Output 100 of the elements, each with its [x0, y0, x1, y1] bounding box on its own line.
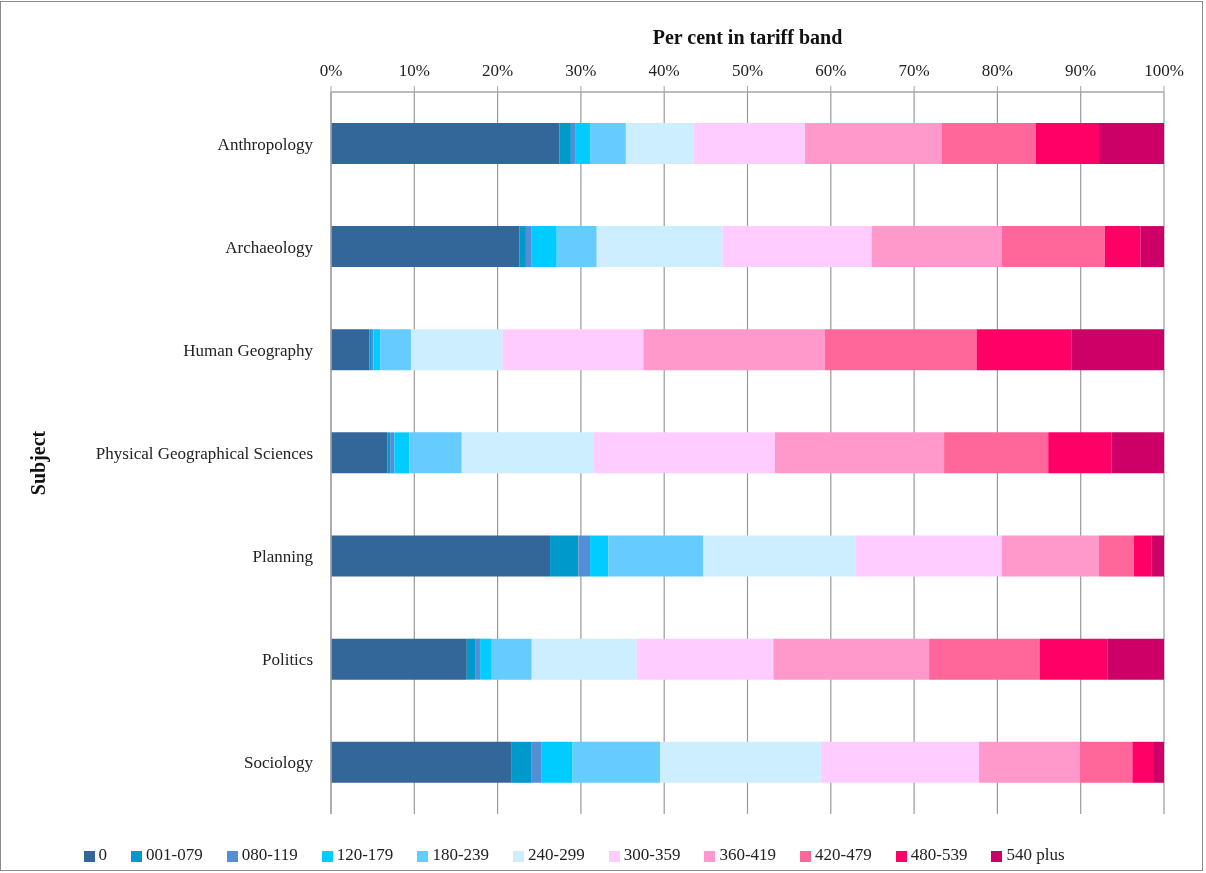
bar: [331, 432, 388, 474]
bar: [331, 122, 560, 164]
bar: [1151, 535, 1164, 577]
bar: [575, 122, 591, 164]
bar: [531, 226, 557, 268]
bar: [1154, 741, 1164, 783]
bar: [519, 226, 526, 268]
bar: [608, 535, 704, 577]
bar: [1099, 535, 1135, 577]
bar: [979, 741, 1080, 783]
bar: [596, 226, 723, 268]
x-tick-label: 50%: [731, 61, 764, 80]
bar: [590, 122, 626, 164]
bar: [531, 741, 542, 783]
bar: [373, 329, 381, 371]
bar: [871, 226, 1002, 268]
x-tick-label: 10%: [398, 61, 430, 80]
bar: [331, 638, 467, 680]
bar: [1001, 535, 1100, 577]
bar: [1039, 638, 1108, 680]
bar: [1132, 741, 1154, 783]
x-tick-label: 40%: [648, 61, 680, 80]
bar: [1107, 638, 1164, 680]
bar: [550, 535, 579, 577]
x-tick-label: 0%: [319, 61, 343, 80]
legend-label: 480-539: [910, 845, 968, 864]
x-tick-label: 80%: [981, 61, 1013, 80]
bar: [941, 122, 1036, 164]
bar: [1079, 741, 1133, 783]
bar: [394, 432, 410, 474]
x-tick-label: 20%: [482, 61, 514, 80]
bar: [722, 226, 872, 268]
bar: [1104, 226, 1141, 268]
x-tick-label: 30%: [565, 61, 597, 80]
y-tick-label: Anthropology: [217, 134, 314, 154]
bar: [390, 432, 395, 474]
bar: [480, 638, 492, 680]
bar: [572, 741, 661, 783]
legend-label: 180-239: [432, 845, 490, 864]
bar: [491, 638, 532, 680]
bar: [502, 329, 644, 371]
bar: [410, 329, 503, 371]
bar: [1140, 226, 1164, 268]
bar: [380, 329, 411, 371]
x-tick-label: 90%: [1065, 61, 1097, 80]
bar: [929, 638, 1040, 680]
legend-label: 120-179: [336, 845, 394, 864]
bar: [541, 741, 573, 783]
y-tick-label: Sociology: [244, 752, 314, 772]
bar: [570, 122, 576, 164]
bar: [773, 638, 930, 680]
legend-label: 420-479: [815, 845, 872, 864]
bar: [855, 535, 1002, 577]
bar: [693, 122, 805, 164]
bar: [804, 122, 942, 164]
legend-label: 360-419: [719, 845, 777, 864]
x-tick-label: 70%: [898, 61, 930, 80]
bar: [643, 329, 825, 371]
bar: [531, 638, 637, 680]
bar: [331, 329, 370, 371]
bar: [511, 741, 532, 783]
bar: [1071, 329, 1164, 371]
x-tick-label: 100%: [1144, 61, 1184, 80]
bar: [331, 535, 551, 577]
x-tick-label: 60%: [815, 61, 847, 80]
legend-label: 001-079: [146, 845, 203, 864]
bar: [1001, 226, 1105, 268]
bar: [1048, 432, 1112, 474]
legend-label: 240-299: [528, 845, 585, 864]
legend-label: 300-359: [623, 845, 681, 864]
bar: [559, 122, 571, 164]
bar: [593, 432, 775, 474]
bar: [774, 432, 945, 474]
bar: [1099, 122, 1164, 164]
bar: [703, 535, 856, 577]
bar: [578, 535, 591, 577]
bar: [660, 741, 821, 783]
bar: [976, 329, 1072, 371]
bar: [1035, 122, 1100, 164]
bar: [331, 226, 520, 268]
bar: [1111, 432, 1164, 474]
y-axis-title: Subject: [27, 430, 50, 496]
y-tick-label: Human Geography: [183, 340, 314, 360]
bar: [824, 329, 977, 371]
bar: [409, 432, 462, 474]
bar: [590, 535, 609, 577]
bar: [475, 638, 481, 680]
bar: [820, 741, 980, 783]
legend-label: 540 plus: [1006, 845, 1065, 864]
bar: [636, 638, 774, 680]
bar: [331, 741, 512, 783]
bar: [625, 122, 694, 164]
y-tick-label: Archaeology: [225, 237, 314, 257]
bar: [461, 432, 594, 474]
legend-label: 0: [98, 845, 107, 864]
bar: [556, 226, 597, 268]
bar: [944, 432, 1049, 474]
x-axis-title: Per cent in tariff band: [652, 26, 843, 48]
y-tick-label: Physical Geographical Sciences: [95, 443, 313, 463]
y-tick-label: Politics: [261, 649, 313, 669]
